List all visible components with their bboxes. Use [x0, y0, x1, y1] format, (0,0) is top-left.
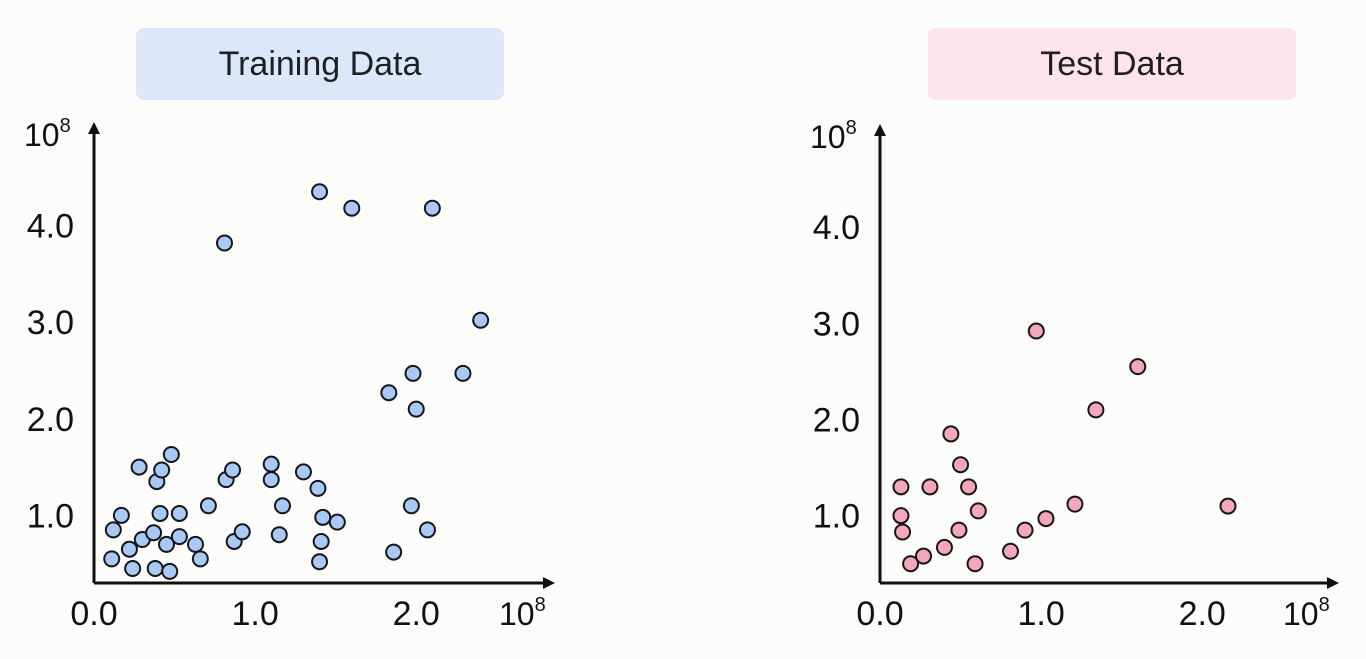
training-data-point — [311, 183, 329, 201]
training-data-point — [153, 461, 171, 479]
training-data-point — [161, 562, 179, 580]
training-x-axis-arrow — [543, 577, 555, 589]
training-data-point — [120, 540, 138, 558]
training-data-panel: Training Data 1.0 2.0 3.0 4.0 0.0 1.0 2.0 108 10… — [24, 28, 555, 633]
test-data-point — [892, 478, 910, 496]
training-data-point — [130, 458, 148, 476]
training-x-tick-label: 1.0 — [231, 595, 278, 633]
training-data-point — [191, 550, 209, 568]
training-data-point — [162, 446, 180, 464]
training-data-point — [262, 471, 280, 489]
training-data-point — [274, 497, 291, 515]
training-data-point — [343, 199, 361, 217]
test-data-point — [1027, 322, 1045, 340]
test-data-point — [950, 521, 968, 539]
training-data-point — [112, 506, 130, 524]
test-data-point — [892, 507, 910, 525]
training-data-point — [145, 524, 163, 542]
training-data-point — [294, 463, 312, 481]
training-data-point — [170, 504, 188, 522]
training-data-title: Training Data — [136, 28, 504, 100]
test-x-tick-label: 0.0 — [856, 595, 903, 633]
training-data-point — [380, 384, 398, 402]
test-data-point — [935, 538, 953, 556]
training-data-point — [151, 504, 169, 522]
test-data-point — [1219, 497, 1237, 515]
test-y-axis-arrow — [874, 124, 886, 136]
test-y-tick-label: 4.0 — [813, 209, 860, 247]
training-x-tick-label: 2.0 — [393, 595, 440, 633]
test-x-tick-label: 1.0 — [1017, 595, 1064, 633]
training-data-point — [454, 364, 472, 382]
test-y-tick-label: 3.0 — [813, 305, 860, 343]
test-data-point — [1087, 401, 1105, 419]
test-data-title: Test Data — [928, 28, 1296, 100]
training-y-tick-label: 2.0 — [27, 401, 74, 439]
test-y-tick-label: 1.0 — [813, 498, 860, 536]
test-x-multiplier-label: 108 — [1283, 594, 1330, 632]
training-data-point — [224, 461, 242, 479]
test-y-multiplier-label: 108 — [810, 117, 857, 155]
training-data-point — [311, 553, 329, 571]
training-data-point — [124, 560, 142, 578]
test-data-point — [1037, 510, 1055, 528]
test-data-point — [969, 502, 987, 520]
training-x-multiplier-label: 108 — [499, 594, 546, 632]
training-data-point — [270, 526, 288, 544]
training-y-multiplier-label: 108 — [24, 115, 71, 153]
test-data-scatter-plot: 1.0 2.0 3.0 4.0 0.0 1.0 2.0 108 108 — [810, 117, 1339, 633]
training-y-tick-label: 3.0 — [27, 304, 74, 342]
training-data-point — [407, 400, 425, 418]
training-data-point — [402, 497, 420, 515]
test-data-point — [1016, 521, 1034, 539]
test-data-point — [1002, 542, 1019, 560]
training-data-point — [472, 311, 490, 329]
training-data-scatter-plot: 1.0 2.0 3.0 4.0 0.0 1.0 2.0 108 108 — [24, 115, 555, 633]
test-data-point — [966, 555, 984, 573]
training-data-point — [233, 523, 251, 541]
training-data-point — [199, 497, 217, 515]
training-data-point — [146, 560, 164, 578]
test-x-axis-arrow — [1327, 577, 1339, 589]
training-data-point — [103, 550, 121, 568]
test-data-point — [952, 456, 970, 474]
training-data-point — [404, 364, 422, 382]
test-x-tick-label: 2.0 — [1179, 595, 1226, 633]
training-data-point — [216, 234, 233, 252]
training-data-point — [328, 513, 346, 531]
training-data-point — [314, 508, 332, 526]
training-data-point — [158, 535, 175, 553]
training-y-tick-label: 1.0 — [27, 497, 74, 535]
test-data-point — [1066, 495, 1084, 513]
test-data-point — [1129, 358, 1147, 376]
training-data-point — [187, 535, 204, 553]
test-data-point — [902, 555, 920, 573]
training-data-point — [309, 479, 327, 497]
training-data-point — [423, 199, 441, 217]
test-y-tick-label: 2.0 — [813, 402, 860, 440]
test-data-point — [921, 478, 939, 496]
training-y-axis-arrow — [88, 122, 100, 134]
training-data-point — [262, 455, 280, 473]
training-data-point — [419, 521, 436, 539]
test-data-panel: Test Data 1.0 2.0 3.0 4.0 0.0 1.0 2.0 108 108 — [683, 0, 1366, 659]
training-data-point — [385, 543, 403, 561]
training-y-tick-label: 4.0 — [27, 208, 74, 246]
test-data-point — [942, 425, 960, 443]
test-data-point — [915, 547, 932, 565]
training-data-point — [312, 532, 330, 550]
training-data-point — [170, 528, 188, 546]
training-x-tick-label: 0.0 — [70, 595, 117, 633]
test-data-point — [960, 478, 978, 496]
test-data-point — [894, 523, 912, 541]
training-data-point — [104, 521, 122, 539]
